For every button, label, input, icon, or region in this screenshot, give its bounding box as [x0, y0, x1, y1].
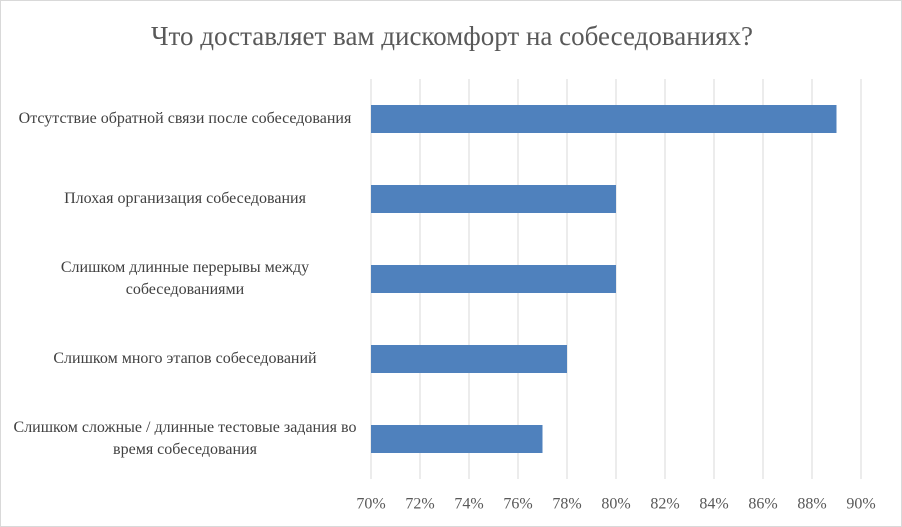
y-tick-label: Слишком много этапов собеседований: [53, 350, 317, 367]
x-tick-label: 84%: [699, 496, 728, 513]
x-tick-label: 74%: [454, 496, 483, 513]
x-tick-label: 80%: [601, 496, 630, 513]
x-tick-label: 70%: [356, 496, 385, 513]
y-tick-label: Слишком длинные перерывы между собеседов…: [60, 259, 310, 298]
x-tick-label: 78%: [552, 496, 581, 513]
y-tick-label: Слишком сложные / длинные тестовые задан…: [13, 419, 357, 458]
x-tick-label: 88%: [797, 496, 826, 513]
bar: [371, 345, 567, 373]
bar: [371, 425, 543, 453]
y-tick-label: Отсутствие обратной связи после собеседо…: [18, 110, 352, 127]
chart-title: Что доставляет вам дискомфорт на собесед…: [151, 21, 753, 51]
x-tick-label: 90%: [846, 496, 875, 513]
bar: [371, 265, 616, 293]
bar: [371, 105, 837, 133]
x-tick-label: 72%: [405, 496, 434, 513]
bar: [371, 185, 616, 213]
x-tick-label: 86%: [748, 496, 777, 513]
x-tick-label: 82%: [650, 496, 679, 513]
y-tick-label: Плохая организация собеседования: [64, 190, 306, 207]
x-tick-label: 76%: [503, 496, 532, 513]
